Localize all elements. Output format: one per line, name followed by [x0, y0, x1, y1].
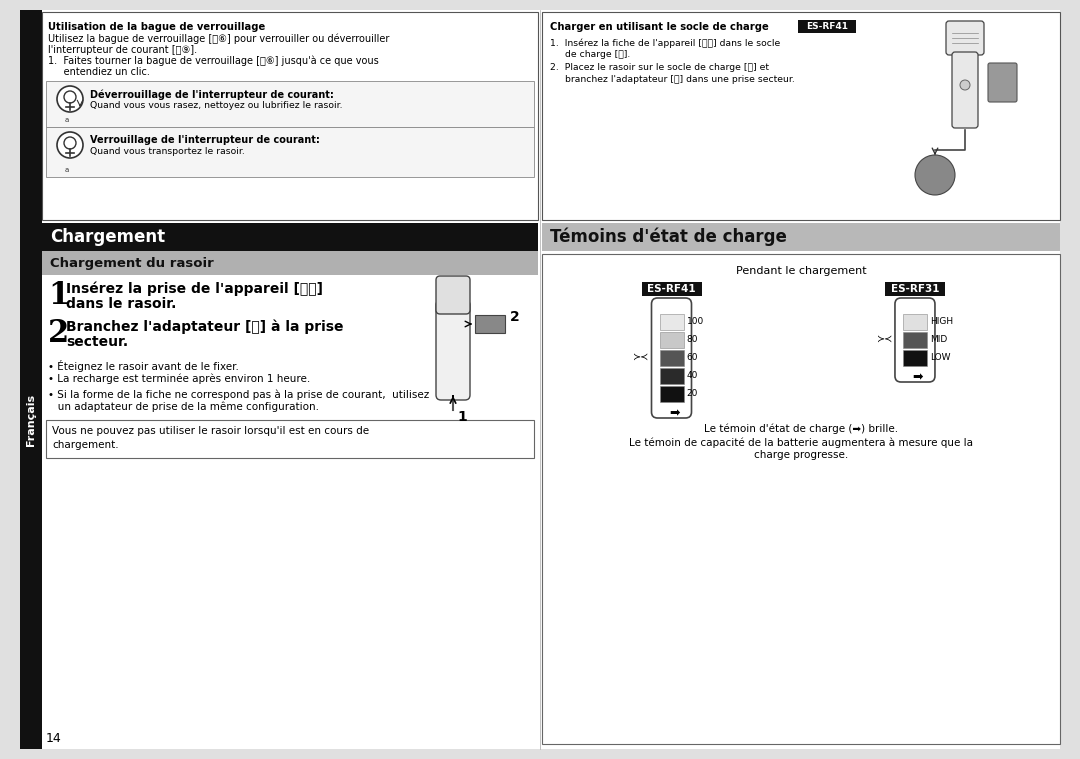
Text: MID: MID	[930, 335, 947, 345]
Text: l'interrupteur de courant [ⓓ⑨].: l'interrupteur de courant [ⓓ⑨].	[48, 45, 198, 55]
Text: • Éteignez le rasoir avant de le fixer.: • Éteignez le rasoir avant de le fixer.	[48, 360, 239, 372]
Bar	[798, 20, 856, 33]
Circle shape	[64, 91, 76, 103]
Text: un adaptateur de prise de la même configuration.: un adaptateur de prise de la même config…	[48, 402, 319, 412]
Text: Insérez la prise de l'appareil [ⓔⓔ]: Insérez la prise de l'appareil [ⓔⓔ]	[66, 282, 323, 297]
Text: 1: 1	[48, 280, 69, 311]
Text: Verrouillage de l'interrupteur de courant:: Verrouillage de l'interrupteur de couran…	[90, 135, 320, 145]
Bar	[475, 315, 505, 333]
Text: Le témoin de capacité de la batterie augmentera à mesure que la: Le témoin de capacité de la batterie aug…	[629, 437, 973, 448]
Text: branchez l'adaptateur [ⓔ] dans une prise secteur.: branchez l'adaptateur [ⓔ] dans une prise…	[550, 75, 795, 84]
Text: entendiez un clic.: entendiez un clic.	[48, 67, 150, 77]
FancyBboxPatch shape	[436, 300, 470, 400]
Text: Chargement: Chargement	[50, 228, 165, 246]
Bar	[660, 386, 684, 402]
Text: Quand vous vous rasez, nettoyez ou lubrifiez le rasoir.: Quand vous vous rasez, nettoyez ou lubri…	[90, 101, 342, 110]
FancyBboxPatch shape	[946, 21, 984, 55]
Bar	[903, 332, 927, 348]
Text: 14: 14	[46, 732, 62, 745]
Text: 60: 60	[687, 354, 698, 363]
Text: ➡: ➡	[670, 407, 679, 420]
FancyBboxPatch shape	[651, 298, 691, 418]
Text: ➡: ➡	[913, 371, 923, 384]
Text: Pendant le chargement: Pendant le chargement	[735, 266, 866, 276]
Circle shape	[960, 80, 970, 90]
Text: 1.  Insérez la fiche de l'appareil [ⓔⓔ] dans le socle: 1. Insérez la fiche de l'appareil [ⓔⓔ] d…	[550, 38, 780, 48]
Text: 2: 2	[510, 310, 519, 324]
FancyBboxPatch shape	[988, 63, 1017, 102]
Circle shape	[57, 132, 83, 158]
Text: de charge [ⓗ].: de charge [ⓗ].	[550, 50, 631, 59]
Text: ES-RF41: ES-RF41	[806, 22, 848, 31]
Text: a: a	[65, 117, 69, 123]
Text: • La recharge est terminée après environ 1 heure.: • La recharge est terminée après environ…	[48, 373, 310, 383]
Text: 100: 100	[687, 317, 704, 326]
Bar	[660, 350, 684, 366]
Text: charge progresse.: charge progresse.	[754, 450, 848, 460]
Text: HIGH: HIGH	[930, 317, 953, 326]
Text: Vous ne pouvez pas utiliser le rasoir lorsqu'il est en cours de
chargement.: Vous ne pouvez pas utiliser le rasoir lo…	[52, 426, 369, 450]
Bar	[660, 332, 684, 348]
Text: 20: 20	[687, 389, 698, 398]
Circle shape	[64, 137, 76, 149]
Bar	[42, 251, 538, 275]
Bar	[642, 282, 702, 296]
Bar	[46, 420, 534, 458]
Text: 80: 80	[687, 335, 698, 345]
Bar	[542, 223, 1059, 251]
Circle shape	[57, 86, 83, 112]
Bar	[46, 81, 534, 127]
Text: Utilisez la bague de verrouillage [ⓓ⑥] pour verrouiller ou déverrouiller: Utilisez la bague de verrouillage [ⓓ⑥] p…	[48, 34, 390, 45]
Text: Charger en utilisant le socle de charge: Charger en utilisant le socle de charge	[550, 22, 769, 32]
Text: 2.  Placez le rasoir sur le socle de charge [ⓗ] et: 2. Placez le rasoir sur le socle de char…	[550, 63, 769, 72]
Bar	[42, 223, 538, 251]
Text: Utilisation de la bague de verrouillage: Utilisation de la bague de verrouillage	[48, 22, 266, 32]
Text: Français: Français	[26, 394, 36, 446]
Text: Témoins d'état de charge: Témoins d'état de charge	[550, 228, 787, 246]
Bar	[903, 314, 927, 330]
FancyBboxPatch shape	[951, 52, 978, 128]
Text: secteur.: secteur.	[66, 335, 129, 349]
Bar	[542, 12, 1059, 220]
Bar	[885, 282, 945, 296]
Text: dans le rasoir.: dans le rasoir.	[66, 297, 176, 311]
Text: • Si la forme de la fiche ne correspond pas à la prise de courant,  utilisez: • Si la forme de la fiche ne correspond …	[48, 390, 429, 401]
Bar	[21, 10, 42, 749]
Circle shape	[915, 155, 955, 195]
Text: Le témoin d'état de charge (➡) brille.: Le témoin d'état de charge (➡) brille.	[704, 424, 899, 434]
Text: 1: 1	[457, 410, 467, 424]
Text: 40: 40	[687, 371, 698, 380]
Text: Déverrouillage de l'interrupteur de courant:: Déverrouillage de l'interrupteur de cour…	[90, 89, 334, 99]
Bar	[542, 254, 1059, 744]
Text: Quand vous transportez le rasoir.: Quand vous transportez le rasoir.	[90, 147, 245, 156]
Text: ≻≺: ≻≺	[633, 353, 649, 363]
Bar	[42, 12, 538, 220]
Text: ES-RF41: ES-RF41	[647, 284, 696, 294]
Text: a: a	[65, 167, 69, 173]
Bar	[903, 350, 927, 366]
Bar	[660, 368, 684, 384]
Text: 2: 2	[48, 318, 69, 349]
Text: ES-RF31: ES-RF31	[891, 284, 940, 294]
Text: Branchez l'adaptateur [ⓔ] à la prise: Branchez l'adaptateur [ⓔ] à la prise	[66, 320, 343, 335]
Bar	[46, 127, 534, 177]
FancyBboxPatch shape	[895, 298, 935, 382]
Bar	[660, 314, 684, 330]
Text: ≻≺: ≻≺	[877, 335, 893, 345]
Text: LOW: LOW	[930, 354, 950, 363]
FancyBboxPatch shape	[436, 276, 470, 314]
Text: 1.  Faites tourner la bague de verrouillage [ⓓ⑥] jusqu'à ce que vous: 1. Faites tourner la bague de verrouilla…	[48, 56, 379, 67]
Text: Chargement du rasoir: Chargement du rasoir	[50, 257, 214, 269]
